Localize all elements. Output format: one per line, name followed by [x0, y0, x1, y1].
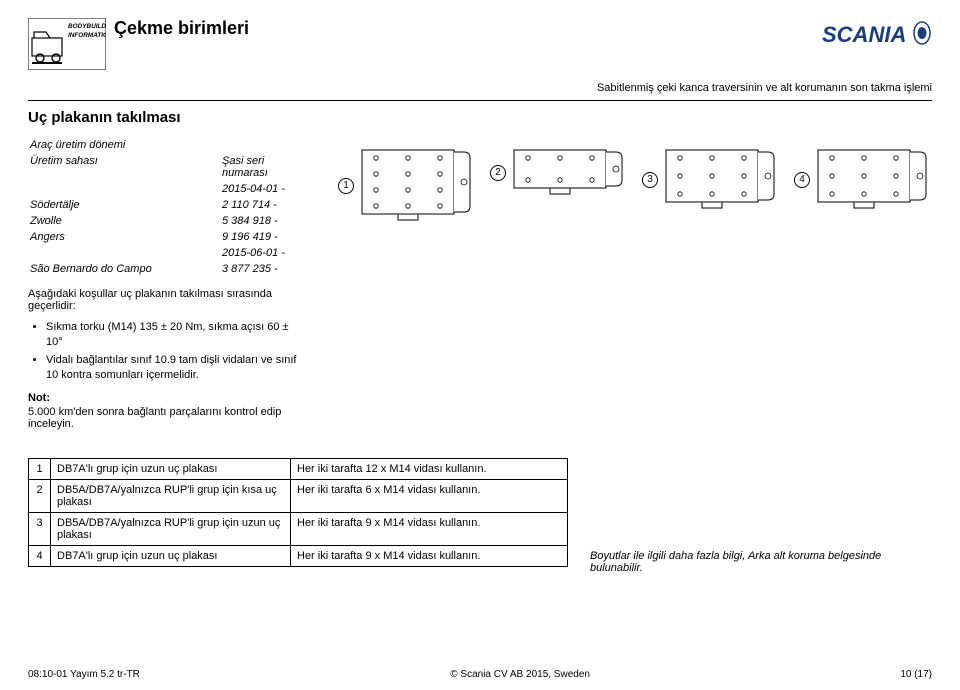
spec-row: 2DB5A/DB7A/yalnızca RUP'li grup için kıs…: [29, 480, 568, 513]
svg-text:BODYBUILDING: BODYBUILDING: [68, 23, 106, 30]
spec-table: 1DB7A'lı grup için uzun uç plakasıHer ik…: [28, 458, 568, 567]
footer-left: 08:10-01 Yayım 5.2 tr-TR: [28, 669, 140, 680]
plate-diagram: 4: [794, 148, 932, 215]
bodybuilding-info-logo: BODYBUILDING INFORMATION: [28, 18, 106, 70]
footer-right: 10 (17): [900, 669, 932, 680]
page-subtitle: Sabitlenmiş çeki kanca traversinin ve al…: [597, 82, 932, 94]
svg-text:SCANIA: SCANIA: [822, 22, 906, 47]
conditions-list: Sıkma torku (M14) 135 ± 20 Nm, sıkma açı…: [46, 320, 308, 382]
spec-use: Her iki tarafta 12 x M14 vidası kullanın…: [291, 459, 568, 480]
spec-use: Her iki tarafta 9 x M14 vidası kullanın.: [291, 513, 568, 546]
period-site: Zwolle: [30, 214, 200, 228]
period-site: Angers: [30, 230, 200, 244]
spec-row: 3DB5A/DB7A/yalnızca RUP'li grup için uzu…: [29, 513, 568, 546]
conditions-intro: Aşağıdaki koşullar uç plakanın takılması…: [28, 288, 308, 312]
scania-logo: SCANIA: [822, 20, 932, 56]
spec-index: 2: [29, 480, 51, 513]
footer-center: © Scania CV AB 2015, Sweden: [140, 669, 900, 680]
plate-diagrams: 1 2 3 4: [338, 148, 932, 227]
plate-svg: [664, 148, 780, 215]
spec-row: 1DB7A'lı grup için uzun uç plakasıHer ik…: [29, 459, 568, 480]
spec-index: 4: [29, 546, 51, 567]
plate-svg: [512, 148, 628, 201]
condition-item: Vidalı bağlantılar sınıf 10.9 tam dişli …: [46, 353, 308, 383]
plate-number: 2: [490, 165, 506, 181]
plate-diagram: 1: [338, 148, 476, 227]
note-text: 5.000 km'den sonra bağlantı parçalarını …: [28, 406, 308, 430]
condition-item: Sıkma torku (M14) 135 ± 20 Nm, sıkma açı…: [46, 320, 308, 350]
note-label: Not:: [28, 392, 308, 404]
page-title: Çekme birimleri: [114, 18, 249, 39]
plate-number: 1: [338, 178, 354, 194]
plate-diagram: 3: [642, 148, 780, 215]
spec-index: 1: [29, 459, 51, 480]
period-col1-label: Üretim sahası: [30, 154, 200, 180]
period-serial: 5 384 918 -: [202, 214, 306, 228]
spec-desc: DB5A/DB7A/yalnızca RUP'li grup için kısa…: [51, 480, 291, 513]
page-header: BODYBUILDING INFORMATION Çekme birimleri…: [28, 18, 932, 101]
plate-number: 3: [642, 172, 658, 188]
section-title: Uç plakanın takılması: [28, 109, 932, 126]
left-column: Araç üretim dönemi Üretim sahası Şasi se…: [28, 136, 308, 446]
spec-desc: DB7A'lı grup için uzun uç plakası: [51, 459, 291, 480]
spec-desc: DB5A/DB7A/yalnızca RUP'li grup için uzun…: [51, 513, 291, 546]
period-site: São Bernardo do Campo: [30, 262, 200, 276]
period-serial: 9 196 419 -: [202, 230, 306, 244]
spec-desc: DB7A'lı grup için uzun uç plakası: [51, 546, 291, 567]
right-column: 1 2 3 4: [338, 136, 932, 446]
plate-svg: [360, 148, 476, 227]
period-serial: 3 877 235 -: [202, 262, 306, 276]
period-site: Södertälje: [30, 198, 200, 212]
period-col2-label: Şasi seri numarası: [202, 154, 306, 180]
svg-text:INFORMATION: INFORMATION: [68, 32, 106, 39]
dimensions-footnote: Boyutlar ile ilgili daha fazla bilgi, Ar…: [590, 550, 930, 574]
period-serial: 2 110 714 -: [202, 198, 306, 212]
spec-use: Her iki tarafta 6 x M14 vidası kullanın.: [291, 480, 568, 513]
plate-diagram: 2: [490, 148, 628, 201]
period-date2: 2015-06-01 -: [202, 246, 306, 260]
spec-use: Her iki tarafta 9 x M14 vidası kullanın.: [291, 546, 568, 567]
period-date1: 2015-04-01 -: [202, 182, 306, 196]
spec-index: 3: [29, 513, 51, 546]
production-period-table: Araç üretim dönemi Üretim sahası Şasi se…: [28, 136, 308, 278]
spec-row: 4DB7A'lı grup için uzun uç plakasıHer ik…: [29, 546, 568, 567]
plate-svg: [816, 148, 932, 215]
period-heading: Araç üretim dönemi: [30, 138, 200, 152]
page-footer: 08:10-01 Yayım 5.2 tr-TR © Scania CV AB …: [28, 669, 932, 680]
plate-number: 4: [794, 172, 810, 188]
